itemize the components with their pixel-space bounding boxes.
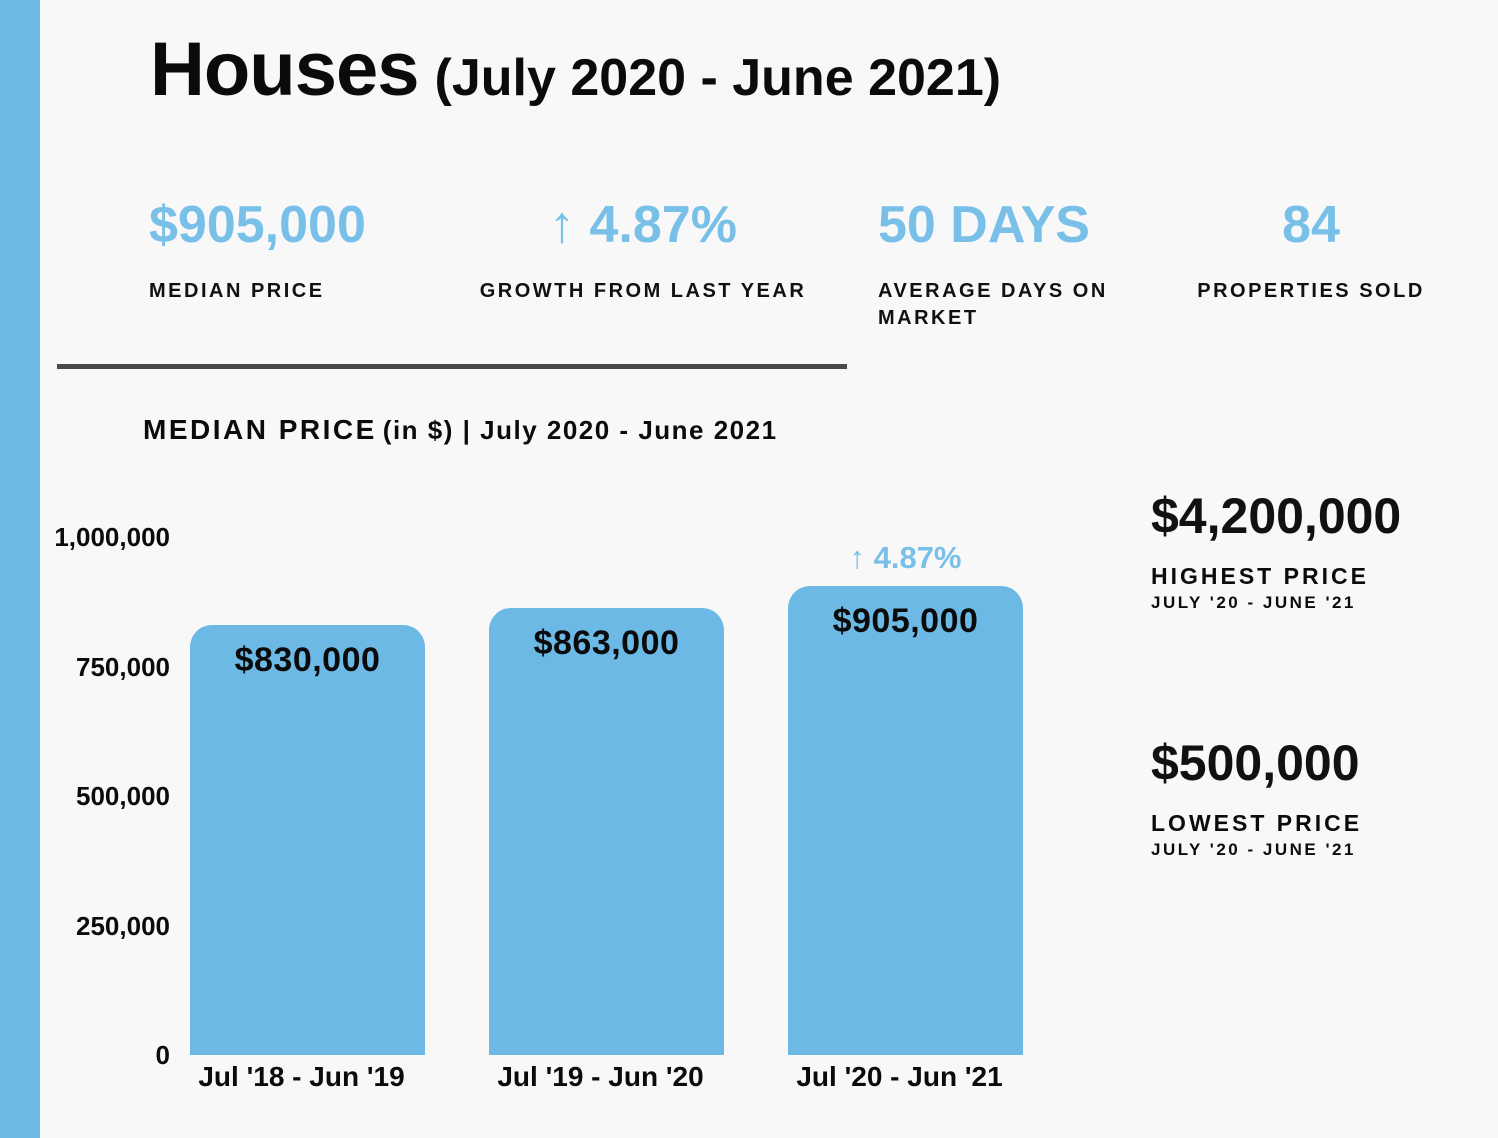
lowest-price-label: LOWEST PRICE [1151, 810, 1363, 836]
stat-growth-label: GROWTH FROM LAST YEAR [479, 280, 807, 302]
stat-properties-sold: 84 PROPERTIES SOLD [1196, 196, 1426, 305]
stat-properties-sold-value: 84 [1282, 196, 1340, 254]
page-header: Houses (July 2020 - June 2021) [150, 30, 1001, 110]
bar-jul20-jun21: ↑ 4.87% $905,000 [788, 537, 1023, 1055]
x-axis-label-jul19-jun20: Jul '19 - Jun '20 [497, 1061, 704, 1092]
stat-median-price: $905,000 MEDIAN PRICE [149, 196, 439, 305]
bar-rect-jul19-jun20: $863,000 [489, 608, 724, 1055]
lowest-price-value: $500,000 [1151, 735, 1360, 791]
highest-price-label: HIGHEST PRICE [1151, 563, 1369, 589]
bar-rect-jul18-jun19: $830,000 [190, 625, 425, 1055]
highlight-lowest-price: $500,000 LOWEST PRICE JULY '20 - JUNE '2… [1151, 735, 1481, 861]
y-axis-tick-0: 0 [155, 1040, 170, 1070]
highest-price-value: $4,200,000 [1151, 488, 1402, 544]
stat-growth-value: ↑ 4.87% [549, 196, 737, 254]
highlight-highest-price: $4,200,000 HIGHEST PRICE JULY '20 - JUNE… [1151, 488, 1481, 614]
stat-days-on-market-label: AVERAGE DAYS ON MARKET [878, 280, 1108, 329]
bar-jul19-jun20: $863,000 [489, 537, 724, 1055]
stat-median-price-label: MEDIAN PRICE [149, 280, 325, 302]
y-axis-tick-750k: 750,000 [76, 652, 170, 682]
growth-annotation: ↑ 4.87% [849, 540, 962, 575]
stat-median-price-value: $905,000 [149, 196, 366, 254]
chart-title-main: MEDIAN PRICE [143, 414, 377, 445]
y-axis-tick-500k: 500,000 [76, 781, 170, 811]
stat-properties-sold-label: PROPERTIES SOLD [1197, 280, 1425, 302]
bar-value-label: $830,000 [234, 641, 381, 679]
y-axis-tick-1m: 1,000,000 [54, 522, 170, 552]
chart-title: MEDIAN PRICE (in $) | July 2020 - June 2… [143, 414, 778, 446]
bar-jul18-jun19: $830,000 [190, 537, 425, 1055]
bar-value-label: $905,000 [832, 602, 979, 640]
x-axis-label-jul20-jun21: Jul '20 - Jun '21 [796, 1061, 1003, 1092]
stat-days-on-market-value: 50 DAYS [878, 196, 1090, 254]
stat-growth: ↑ 4.87% GROWTH FROM LAST YEAR [478, 196, 808, 305]
chart-title-subtitle: (in $) | July 2020 - June 2021 [382, 415, 778, 445]
divider-line [57, 364, 847, 369]
bar-rect-jul20-jun21: $905,000 [788, 586, 1023, 1055]
x-axis-label-jul18-jun19: Jul '18 - Jun '19 [198, 1061, 405, 1092]
bar-chart: 0 250,000 500,000 750,000 1,000,000 $830… [0, 522, 1110, 1092]
y-axis-tick-250k: 250,000 [76, 911, 170, 941]
bar-value-label: $863,000 [533, 624, 680, 662]
stat-days-on-market: 50 DAYS AVERAGE DAYS ON MARKET [878, 196, 1128, 332]
lowest-price-period: JULY '20 - JUNE '21 [1151, 840, 1356, 859]
page-title-period: (July 2020 - June 2021) [434, 49, 1002, 107]
left-accent-stripe [0, 0, 40, 1138]
highest-price-period: JULY '20 - JUNE '21 [1151, 593, 1356, 612]
page-title: Houses [150, 27, 420, 112]
